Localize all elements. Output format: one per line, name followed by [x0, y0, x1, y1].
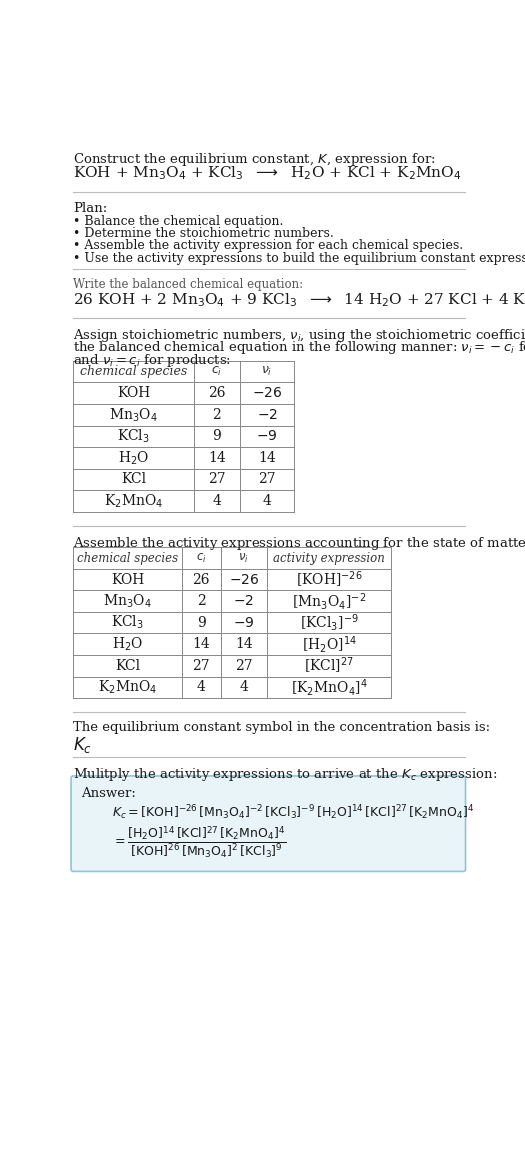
Text: Mn$_3$O$_4$: Mn$_3$O$_4$: [103, 592, 152, 610]
Text: [K$_2$MnO$_4$]$^{4}$: [K$_2$MnO$_4$]$^{4}$: [291, 677, 368, 698]
Text: 14: 14: [208, 451, 226, 465]
Text: 14: 14: [192, 638, 210, 652]
Text: and $\nu_i = c_i$ for products:: and $\nu_i = c_i$ for products:: [74, 352, 232, 368]
Text: 2: 2: [213, 408, 221, 422]
Text: Mulitply the activity expressions to arrive at the $K_c$ expression:: Mulitply the activity expressions to arr…: [74, 766, 498, 782]
Text: 26: 26: [193, 573, 210, 586]
Text: [KOH]$^{-26}$: [KOH]$^{-26}$: [296, 569, 362, 590]
Text: KOH: KOH: [117, 386, 150, 400]
Text: KCl: KCl: [121, 472, 146, 486]
Text: activity expression: activity expression: [273, 552, 385, 564]
Text: 14: 14: [258, 451, 276, 465]
Text: 9: 9: [213, 429, 221, 443]
Text: [H$_2$O]$^{14}$: [H$_2$O]$^{14}$: [302, 634, 356, 655]
Text: • Assemble the activity expression for each chemical species.: • Assemble the activity expression for e…: [74, 239, 464, 252]
Text: $-9$: $-9$: [256, 429, 278, 443]
Text: 27: 27: [193, 659, 210, 673]
Text: $c_i$: $c_i$: [196, 552, 207, 564]
Text: 26 KOH + 2 Mn$_3$O$_4$ + 9 KCl$_3$  $\longrightarrow$  14 H$_2$O + 27 KCl + 4 K$: 26 KOH + 2 Mn$_3$O$_4$ + 9 KCl$_3$ $\lon…: [74, 292, 525, 309]
Text: 27: 27: [208, 472, 226, 486]
Text: K$_2$MnO$_4$: K$_2$MnO$_4$: [98, 679, 158, 696]
Text: $-2$: $-2$: [234, 595, 255, 609]
Text: $\nu_i$: $\nu_i$: [261, 365, 273, 378]
Text: Construct the equilibrium constant, $K$, expression for:: Construct the equilibrium constant, $K$,…: [74, 150, 436, 168]
Text: Assign stoichiometric numbers, $\nu_i$, using the stoichiometric coefficients, $: Assign stoichiometric numbers, $\nu_i$, …: [74, 326, 525, 344]
Text: KOH + Mn$_3$O$_4$ + KCl$_3$  $\longrightarrow$  H$_2$O + KCl + K$_2$MnO$_4$: KOH + Mn$_3$O$_4$ + KCl$_3$ $\longrighta…: [74, 164, 462, 182]
Text: 27: 27: [235, 659, 253, 673]
Text: 9: 9: [197, 616, 206, 630]
Text: $K_c = \mathrm{[KOH]^{-26}\,[Mn_3O_4]^{-2}\,[KCl_3]^{-9}\,[H_2O]^{14}\,[KCl]^{27: $K_c = \mathrm{[KOH]^{-26}\,[Mn_3O_4]^{-…: [112, 803, 475, 822]
Text: • Balance the chemical equation.: • Balance the chemical equation.: [74, 215, 284, 227]
Text: [KCl$_3$]$^{-9}$: [KCl$_3$]$^{-9}$: [300, 612, 359, 633]
Text: $-9$: $-9$: [233, 616, 255, 630]
Text: 2: 2: [197, 595, 206, 609]
Text: chemical species: chemical species: [80, 365, 187, 378]
Text: K$_2$MnO$_4$: K$_2$MnO$_4$: [104, 492, 163, 510]
Text: H$_2$O: H$_2$O: [112, 635, 143, 653]
Text: The equilibrium constant symbol in the concentration basis is:: The equilibrium constant symbol in the c…: [74, 722, 490, 735]
Text: $-26$: $-26$: [229, 573, 259, 586]
Text: 4: 4: [239, 681, 248, 695]
Text: KCl$_3$: KCl$_3$: [117, 428, 150, 445]
Text: • Determine the stoichiometric numbers.: • Determine the stoichiometric numbers.: [74, 227, 334, 240]
Text: Write the balanced chemical equation:: Write the balanced chemical equation:: [74, 278, 303, 290]
Text: $= \dfrac{\mathrm{[H_2O]^{14}\,[KCl]^{27}\,[K_2MnO_4]^{4}}}{\mathrm{[KOH]^{26}\,: $= \dfrac{\mathrm{[H_2O]^{14}\,[KCl]^{27…: [112, 823, 287, 859]
Text: 27: 27: [258, 472, 276, 486]
Text: [Mn$_3$O$_4$]$^{-2}$: [Mn$_3$O$_4$]$^{-2}$: [292, 591, 366, 612]
Text: Mn$_3$O$_4$: Mn$_3$O$_4$: [109, 406, 158, 423]
Text: KCl$_3$: KCl$_3$: [111, 614, 144, 632]
Text: Plan:: Plan:: [74, 202, 108, 215]
Text: H$_2$O: H$_2$O: [118, 449, 149, 466]
Text: 26: 26: [208, 386, 226, 400]
Text: $\nu_i$: $\nu_i$: [238, 552, 249, 564]
Text: [KCl]$^{27}$: [KCl]$^{27}$: [304, 655, 354, 676]
Text: $c_i$: $c_i$: [211, 365, 223, 378]
FancyBboxPatch shape: [71, 775, 466, 871]
Text: KOH: KOH: [111, 573, 144, 586]
Text: Assemble the activity expressions accounting for the state of matter and $\nu_i$: Assemble the activity expressions accoun…: [74, 535, 525, 552]
Text: Answer:: Answer:: [81, 787, 136, 800]
Text: KCl: KCl: [115, 659, 140, 673]
Text: 4: 4: [212, 494, 221, 508]
Bar: [74, 361, 294, 512]
Text: $K_c$: $K_c$: [74, 735, 92, 756]
Text: 14: 14: [235, 638, 253, 652]
Text: 4: 4: [262, 494, 271, 508]
Text: the balanced chemical equation in the following manner: $\nu_i = -c_i$ for react: the balanced chemical equation in the fo…: [74, 339, 525, 357]
Bar: [74, 547, 391, 698]
Text: $-2$: $-2$: [257, 408, 278, 422]
Text: 4: 4: [197, 681, 206, 695]
Text: chemical species: chemical species: [77, 552, 178, 564]
Text: $-26$: $-26$: [252, 386, 282, 400]
Text: • Use the activity expressions to build the equilibrium constant expression.: • Use the activity expressions to build …: [74, 252, 525, 265]
